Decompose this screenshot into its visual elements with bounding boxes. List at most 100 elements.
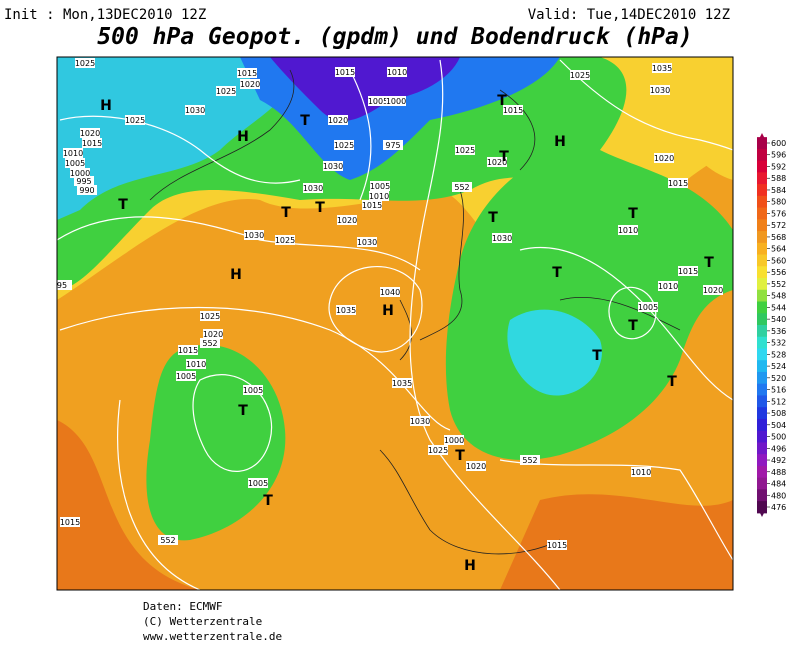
- isobar-label-text: 95: [57, 281, 67, 290]
- isobar-label-text: 1025: [570, 71, 590, 80]
- isobar-label-bg: [77, 185, 97, 195]
- colorbar-swatch: [757, 430, 767, 443]
- colorbar-label: 532: [771, 339, 786, 348]
- isobar-label-bg: [570, 70, 590, 80]
- isobar-label-bg: [337, 215, 357, 225]
- field-warm: [57, 420, 200, 590]
- isobar-label: 1020: [337, 215, 357, 225]
- isobar-label-bg: [75, 58, 95, 68]
- isobar-label-bg: [466, 461, 486, 471]
- colorbar-label: 592: [771, 162, 786, 171]
- isobar-label-text: 1030: [410, 417, 430, 426]
- isobar-label-text: 1010: [631, 468, 651, 477]
- isobar-label-text: 1025: [75, 59, 95, 68]
- isobar-label: 1020: [240, 79, 260, 89]
- isobar-label-bg: [654, 153, 674, 163]
- isobar-label-text: 1025: [216, 87, 236, 96]
- isobar-label: 1035: [392, 378, 412, 388]
- map: 1025 1015 1020 1025 1015 1010 1025 1035 1030 1030…: [57, 57, 733, 590]
- isobar-label: 1030: [410, 416, 430, 426]
- isobar-label: 1025: [200, 311, 220, 321]
- isobar-label-bg: [275, 235, 295, 245]
- field-warm: [500, 494, 733, 590]
- isobar-label-bg: [57, 280, 72, 290]
- isobar: [328, 266, 423, 353]
- colorbar-label: 520: [771, 374, 786, 383]
- isobar-label-text: 552: [522, 456, 537, 465]
- isobar-label: 975: [383, 140, 403, 150]
- isobar-label: 1010: [387, 67, 407, 77]
- colorbar-swatch: [757, 266, 767, 279]
- isobar-label-bg: [65, 158, 85, 168]
- isobar-label: 1020: [703, 285, 723, 295]
- isobar-label-bg: [386, 96, 406, 106]
- colorbar-label: 528: [771, 350, 786, 359]
- isobar-label: 1010: [631, 467, 651, 477]
- isobar-label-text: 1020: [203, 330, 223, 339]
- colorbar-swatch: [757, 360, 767, 373]
- colorbar-swatch: [757, 254, 767, 267]
- isobar-label-bg: [658, 281, 678, 291]
- colorbar-swatch: [757, 407, 767, 420]
- isobar-label-bg: [63, 148, 83, 158]
- isobar-label-text: 1035: [336, 306, 356, 315]
- isobar-label-bg: [70, 168, 90, 178]
- colorbar-label: 496: [771, 444, 786, 453]
- isobar-label: 1030: [303, 183, 323, 193]
- colorbar-label: 480: [771, 491, 786, 500]
- isobar-label-bg: [125, 115, 145, 125]
- colorbar-label: 516: [771, 386, 786, 395]
- isobar-label: 552: [452, 182, 472, 192]
- isobar-label: 1005: [370, 181, 390, 191]
- valid-time: Valid: Tue,14DEC2010 12Z: [528, 7, 730, 23]
- footer-line: www.wetterzentrale.de: [143, 630, 282, 643]
- colorbar-label: 552: [771, 280, 786, 289]
- isobar-label-bg: [216, 86, 236, 96]
- isobar-label: 1025: [428, 445, 448, 455]
- isobar-label-bg: [487, 157, 507, 167]
- isobar-label: 1030: [244, 230, 264, 240]
- isobar-label: 1015: [60, 517, 80, 527]
- isobar-label-text: 1005: [65, 159, 85, 168]
- isobar-label: 1005: [176, 371, 196, 381]
- pressure-center: T: [667, 374, 677, 390]
- colorbar-swatch: [757, 184, 767, 197]
- isobar-label-bg: [323, 161, 343, 171]
- isobar-label: 1005: [243, 385, 263, 395]
- map-frame: [56, 56, 734, 591]
- isobar-label: 1025: [275, 235, 295, 245]
- isobar-label-text: 1010: [618, 226, 638, 235]
- pressure-center: T: [497, 93, 507, 109]
- pressure-center: T: [628, 206, 638, 222]
- isobar-label-text: 1025: [455, 146, 475, 155]
- isobar-label-bg: [158, 535, 178, 545]
- isobar-label-text: 1010: [658, 282, 678, 291]
- isobar-label: 552: [158, 535, 178, 545]
- field-cyan: [57, 57, 300, 220]
- isobar-label-text: 1025: [275, 236, 295, 245]
- colorbar-swatch: [757, 501, 767, 514]
- isobar-label-bg: [336, 305, 356, 315]
- field-cyan: [507, 309, 602, 396]
- field-purple: [270, 57, 460, 121]
- coastline: [149, 69, 681, 555]
- isobar: [559, 59, 733, 151]
- colorbar-label: 596: [771, 151, 786, 160]
- colorbar-label: 556: [771, 268, 786, 277]
- isobar-label: 1030: [357, 237, 377, 247]
- colorbar-swatch: [757, 395, 767, 408]
- isobar-label: 1030: [650, 85, 670, 95]
- colorbar-label: 600: [771, 139, 786, 148]
- isobar-label-bg: [547, 540, 567, 550]
- isobar-label-text: 1005: [243, 386, 263, 395]
- isobar-label-bg: [678, 266, 698, 276]
- isobar-label-text: 1015: [547, 541, 567, 550]
- isobar-label-bg: [357, 237, 377, 247]
- colorbar-label: 588: [771, 174, 786, 183]
- pressure-center: H: [230, 267, 242, 283]
- isobar-label-bg: [650, 85, 670, 95]
- colorbar-swatch: [757, 231, 767, 244]
- isobar-label-bg: [178, 345, 198, 355]
- isobar-label-text: 1030: [357, 238, 377, 247]
- isobar-label: 995: [74, 176, 94, 186]
